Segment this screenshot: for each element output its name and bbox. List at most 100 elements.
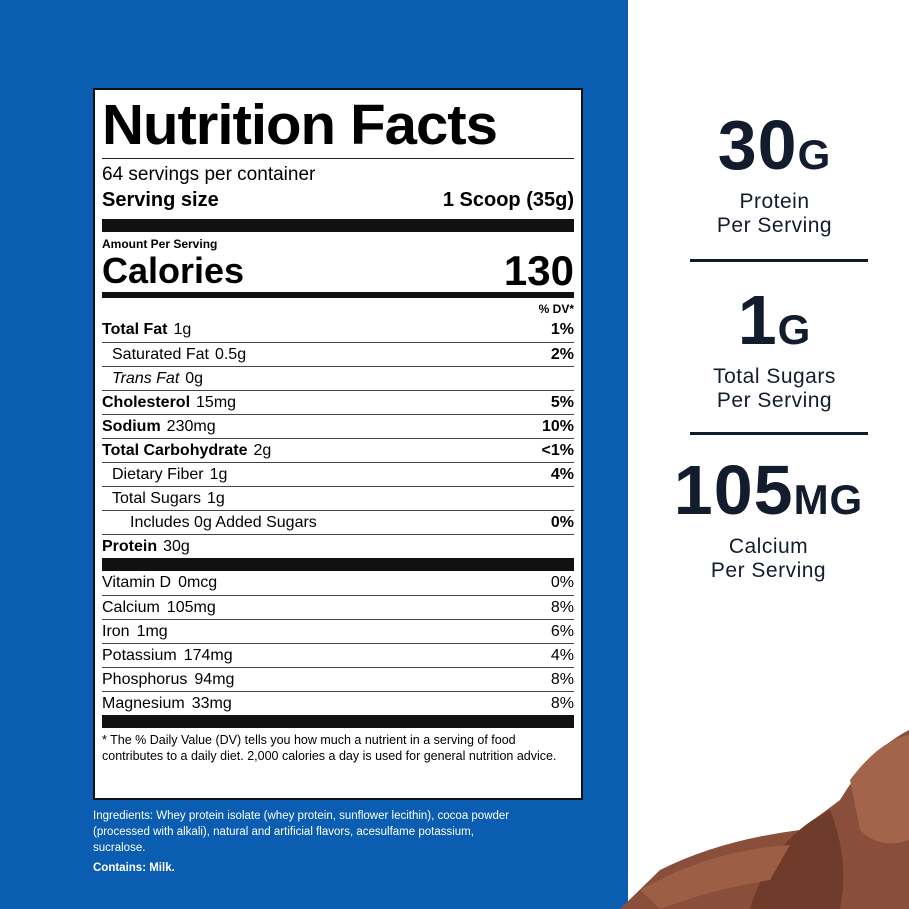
nutrient-name: Trans Fat 0g [102, 367, 203, 390]
nutrient-amount: 2g [253, 442, 272, 459]
vitamin-amount: 174mg [183, 647, 233, 664]
vitamin-amount: 94mg [194, 671, 235, 688]
divider-thick [102, 219, 574, 232]
highlight-number: 105 [673, 451, 794, 529]
vitamin-row: Potassium 174mg 4% [102, 643, 574, 667]
ingredients: Ingredients: Whey protein isolate (whey … [93, 810, 510, 854]
nutrient-label: Dietary Fiber [112, 466, 204, 483]
label-title: Nutrition Facts [102, 93, 498, 157]
divider [690, 432, 868, 435]
amount-per-serving: Amount Per Serving [102, 237, 218, 251]
highlight-line1: Protein [739, 190, 810, 213]
dv-header: % DV* [538, 302, 574, 316]
vitamin-label: Phosphorus [102, 671, 188, 688]
nutrient-label: Cholesterol [102, 394, 191, 411]
vitamin-label: Potassium [102, 647, 177, 664]
vitamin-name: Vitamin D 0mcg [102, 571, 217, 595]
vitamin-label: Iron [102, 623, 130, 640]
calories-label: Calories [102, 250, 245, 291]
nutrient-label: Total Carbohydrate [102, 442, 248, 459]
vitamin-dv: 8% [550, 671, 574, 688]
vitamin-amount: 33mg [191, 695, 232, 712]
divider-thick [102, 558, 574, 571]
vitamin-row: Phosphorus 94mg 8% [102, 667, 574, 691]
highlight-line1: Total Sugars [713, 365, 836, 388]
divider-thick [102, 715, 574, 728]
highlight-unit: G [797, 131, 832, 178]
vitamin-name: Iron 1mg [102, 620, 168, 643]
highlight-number: 1 [737, 281, 778, 359]
nutrient-label: Protein [102, 538, 158, 555]
servings-per-container: 64 servings per container [102, 164, 316, 185]
nutrient-row: Dietary Fiber 1g 4% [102, 462, 574, 486]
chocolate-curls-image [620, 730, 909, 909]
calories-value: 130 [503, 247, 574, 294]
nutrient-dv: 0% [550, 514, 574, 531]
nutrient-row: Total Fat 1g 1% [102, 318, 574, 342]
nutrient-name: Total Carbohydrate 2g [102, 439, 271, 462]
vitamin-label: Calcium [102, 599, 160, 616]
serving-size-value: 1 Scoop (35g) [442, 189, 574, 211]
serving-size: Serving size 1 Scoop (35g) [102, 187, 574, 213]
nutrient-row: Cholesterol 15mg 5% [102, 390, 574, 414]
vitamin-row: Magnesium 33mg 8% [102, 691, 574, 715]
highlight-line2: Per Serving [716, 214, 833, 237]
highlight-unit: MG [793, 476, 864, 523]
vitamin-dv: 8% [550, 695, 574, 712]
nutrient-row: Total Sugars 1g [102, 486, 574, 510]
nutrient-row: Protein 30g [102, 534, 574, 558]
nutrient-name: Saturated Fat 0.5g [102, 343, 246, 366]
vitamin-row: Calcium 105mg 8% [102, 595, 574, 619]
nutrient-label: Saturated Fat [112, 346, 209, 363]
vitamin-amount: 1mg [136, 623, 168, 640]
serving-size-label: Serving size [102, 189, 219, 211]
nutrient-label: Trans Fat [112, 370, 180, 387]
vitamin-dv: 4% [550, 647, 574, 664]
highlight-calcium: 105MG Calcium Per Serving [628, 455, 909, 583]
allergen-contains: Contains: Milk. [93, 862, 175, 874]
vitamin-name: Phosphorus 94mg [102, 668, 234, 691]
vitamin-row: Vitamin D 0mcg 0% [102, 571, 574, 595]
nutrient-amount: 0g [185, 370, 204, 387]
nutrient-dv: 2% [550, 346, 574, 363]
nutrient-name: Protein 30g [102, 535, 190, 558]
nutrient-dv: 5% [550, 394, 574, 411]
nutrient-amount: 1g [209, 466, 228, 483]
nutrient-name: Sodium 230mg [102, 415, 216, 438]
nutrient-dv: 4% [550, 466, 574, 483]
highlight-protein: 30G Protein Per Serving [640, 110, 909, 238]
vitamin-amount: 0mcg [178, 574, 218, 591]
nutrient-dv: 10% [541, 418, 574, 435]
nutrient-name: Cholesterol 15mg [102, 391, 236, 414]
nutrient-amount: 15mg [196, 394, 237, 411]
divider [690, 259, 868, 262]
nutrient-amount: 230mg [166, 418, 216, 435]
vitamin-row: Iron 1mg 6% [102, 619, 574, 643]
nutrition-facts-label: Nutrition Facts 64 servings per containe… [93, 88, 583, 800]
nutrient-amount: 1g [173, 321, 192, 338]
highlight-unit: G [777, 306, 812, 353]
nutrient-row: Trans Fat 0g [102, 366, 574, 390]
nutrient-list: Total Fat 1g 1% Saturated Fat 0.5g 2% Trans Fa… [102, 318, 574, 558]
vitamin-dv: 0% [550, 574, 574, 591]
nutrient-name: Total Fat 1g [102, 318, 191, 342]
nutrient-dv: 1% [550, 321, 574, 338]
nutrient-row: Includes 0g Added Sugars 0% [102, 510, 574, 534]
highlight-number: 30 [717, 106, 798, 184]
nutrient-name: Includes 0g Added Sugars [102, 511, 323, 534]
vitamin-name: Potassium 174mg [102, 644, 233, 667]
divider-medium [102, 292, 574, 298]
highlight-line1: Calcium [728, 535, 809, 558]
nutrient-dv: <1% [541, 442, 574, 459]
nutrient-label: Includes 0g Added Sugars [130, 514, 317, 531]
footnote: * The % Daily Value (DV) tells you how m… [102, 733, 557, 763]
highlight-line2: Per Serving [710, 559, 827, 582]
vitamin-list: Vitamin D 0mcg 0% Calcium 105mg 8% Iron 1mg 6% Po… [102, 571, 574, 715]
nutrient-amount: 30g [163, 538, 190, 555]
vitamin-name: Magnesium 33mg [102, 692, 232, 715]
nutrient-label: Total Fat [102, 321, 168, 338]
highlight-sugars: 1G Total Sugars Per Serving [640, 285, 909, 413]
nutrient-row: Sodium 230mg 10% [102, 414, 574, 438]
nutrient-label: Sodium [102, 418, 161, 435]
nutrient-name: Total Sugars 1g [102, 487, 225, 510]
